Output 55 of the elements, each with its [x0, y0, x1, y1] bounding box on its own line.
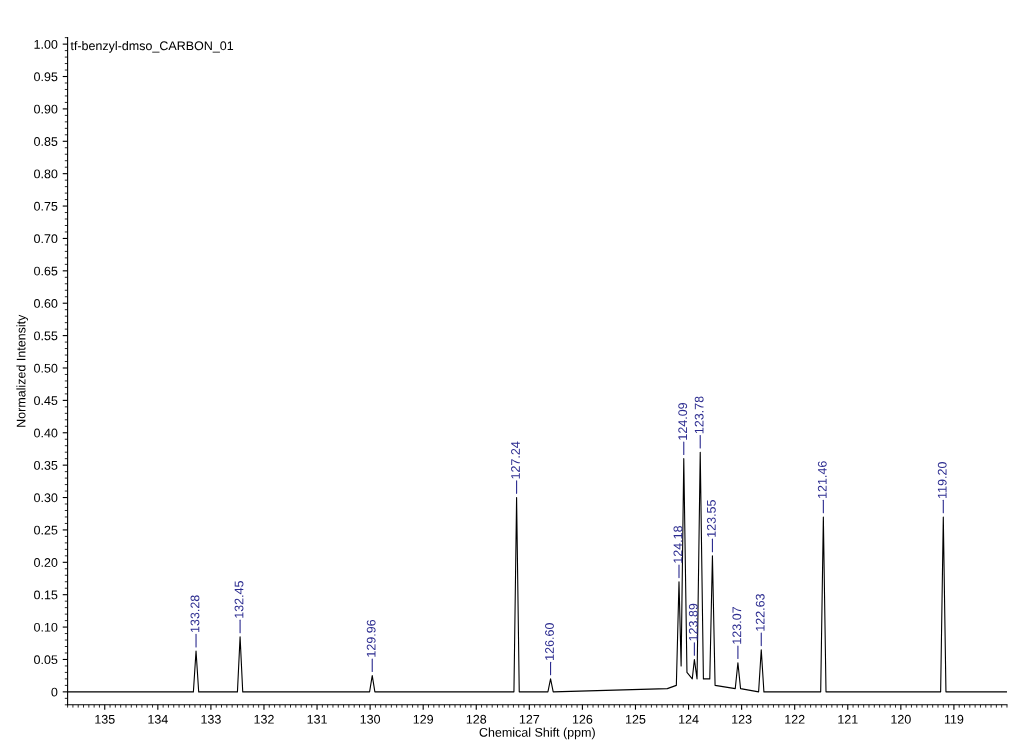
annotation: 121.46	[817, 461, 827, 498]
y-tick-label: 1.00	[34, 39, 58, 49]
x-tick-label: 124	[679, 714, 699, 724]
annotation: 123.07	[732, 607, 742, 644]
x-tick-label: 125	[626, 714, 646, 724]
annotation: 124.18	[673, 526, 683, 563]
annotation: 123.89	[688, 603, 698, 641]
chart-title: tf-benzyl-dmso_CARBON_01	[70, 40, 234, 53]
x-tick-label: 122	[785, 714, 805, 724]
y-tick-label: 0.75	[34, 201, 58, 211]
x-tick-label: 131	[307, 714, 327, 724]
x-tick-label: 123	[732, 714, 752, 724]
y-tick-label: 0.65	[34, 266, 58, 276]
y-tick-label: 0.70	[34, 234, 58, 244]
y-tick-label: 0.90	[34, 104, 58, 114]
annotation: 123.78	[694, 396, 704, 434]
annotation: 132.45	[234, 581, 244, 618]
y-tick-label: 0.10	[34, 622, 58, 632]
x-tick-label: 130	[360, 714, 381, 724]
x-axis-title: Chemical Shift (ppm)	[479, 727, 595, 740]
y-tick-label: 0.15	[34, 590, 58, 600]
y-tick-label: 0	[51, 687, 58, 697]
annotation: 122.63	[755, 594, 765, 631]
y-tick-label: 0.55	[34, 331, 58, 341]
x-tick-label: 119	[944, 714, 964, 724]
y-tick-label: 0.80	[34, 169, 58, 179]
x-tick-label: 120	[891, 714, 911, 724]
y-tick-label: 0.60	[34, 299, 58, 308]
x-tick-label: 132	[254, 714, 274, 724]
x-tick-label: 121	[838, 714, 858, 724]
annotation: 124.09	[678, 402, 688, 440]
y-tick-label: 0.95	[34, 72, 58, 82]
y-tick-label: 0.30	[34, 493, 58, 503]
y-axis-title: Normalized Intensity	[16, 314, 28, 427]
y-tick-label: 0.45	[34, 396, 58, 406]
x-tick-label: 133	[201, 714, 221, 724]
x-tick-label: 129	[413, 714, 434, 724]
x-tick-label: 126	[572, 714, 593, 724]
annotation: 133.28	[190, 595, 200, 633]
x-tick-label: 135	[95, 714, 115, 724]
x-tick-label: 127	[519, 714, 540, 724]
annotation: 129.96	[366, 619, 376, 657]
annotation: 123.55	[706, 500, 716, 537]
annotation: 126.60	[545, 623, 554, 660]
y-tick-label: 0.85	[34, 137, 58, 146]
y-tick-label: 0.25	[34, 525, 58, 535]
y-tick-label: 0.35	[34, 460, 58, 470]
y-tick-label: 0.40	[34, 428, 58, 438]
y-tick-label: 0.20	[34, 558, 58, 567]
y-tick-label: 0.50	[34, 363, 58, 373]
annotation: 127.24	[511, 441, 520, 479]
x-tick-label: 134	[148, 714, 168, 724]
x-tick-label: 128	[466, 714, 487, 724]
y-tick-label: 0.05	[34, 655, 58, 665]
annotation: 119.20	[937, 462, 947, 498]
